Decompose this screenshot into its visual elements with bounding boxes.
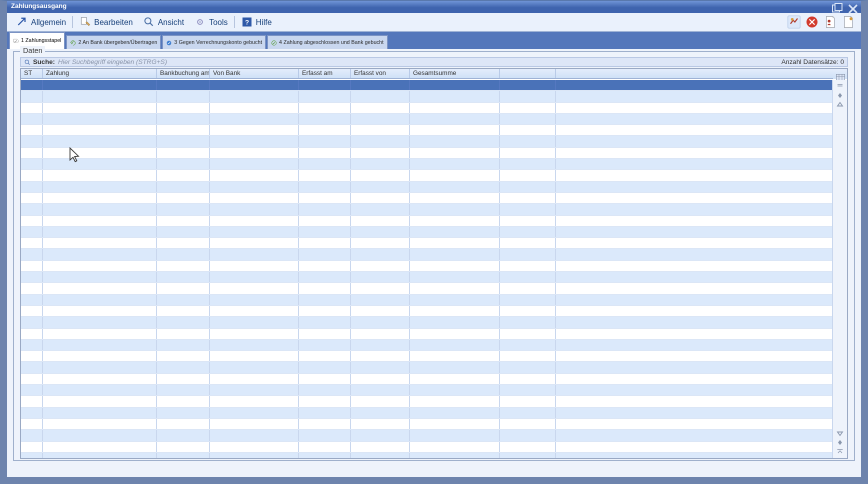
svg-text:?: ? xyxy=(245,20,249,27)
